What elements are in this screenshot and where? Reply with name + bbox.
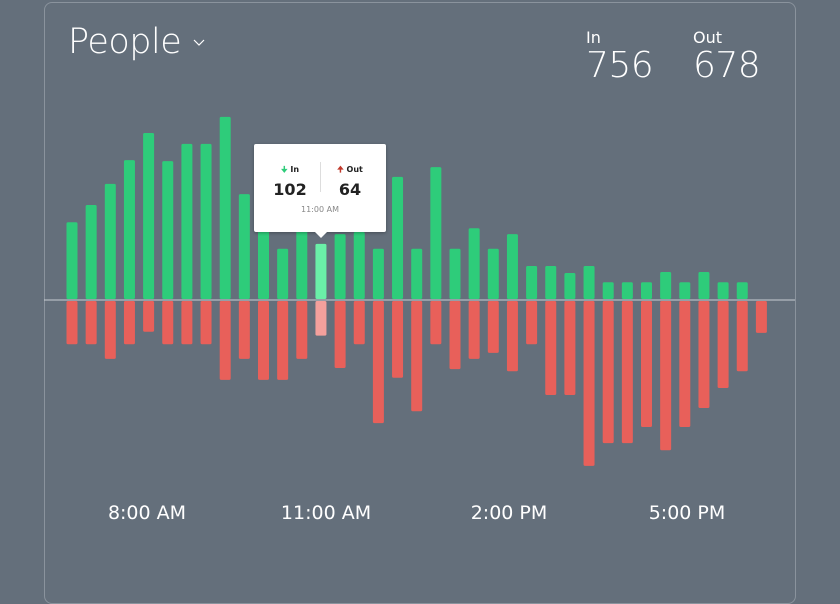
people-bar-chart bbox=[44, 116, 795, 466]
in-bar[interactable] bbox=[277, 248, 289, 299]
in-bar[interactable] bbox=[123, 160, 135, 299]
out-bar[interactable] bbox=[219, 301, 231, 380]
out-bar[interactable] bbox=[85, 301, 97, 345]
out-bar[interactable] bbox=[698, 301, 710, 409]
bar-tooltip: 🠋 In 102 🠉 Out 64 11:00 AM bbox=[254, 144, 386, 238]
out-bar[interactable] bbox=[372, 301, 384, 424]
in-bar[interactable] bbox=[602, 282, 614, 299]
out-bar[interactable] bbox=[449, 301, 461, 370]
in-bar[interactable] bbox=[66, 222, 78, 299]
out-bar[interactable] bbox=[181, 301, 193, 345]
in-bar[interactable] bbox=[679, 282, 691, 299]
out-bar[interactable] bbox=[564, 301, 576, 396]
in-bar[interactable] bbox=[487, 248, 499, 299]
in-bar[interactable] bbox=[200, 143, 212, 299]
out-bar[interactable] bbox=[755, 301, 767, 333]
in-bar[interactable] bbox=[621, 282, 633, 299]
out-bar[interactable] bbox=[679, 301, 691, 427]
in-bar[interactable] bbox=[583, 266, 595, 299]
in-bar[interactable] bbox=[468, 228, 480, 299]
out-bar[interactable] bbox=[277, 301, 289, 380]
in-bar[interactable] bbox=[219, 116, 231, 300]
total-out: Out 678 bbox=[693, 28, 761, 86]
out-bar[interactable] bbox=[143, 301, 155, 332]
out-bar[interactable] bbox=[238, 301, 250, 359]
in-bar[interactable] bbox=[449, 248, 461, 299]
in-bar[interactable] bbox=[162, 161, 174, 299]
tooltip-time: 11:00 AM bbox=[301, 205, 339, 214]
tooltip-in: 🠋 In 102 bbox=[260, 164, 320, 199]
out-bar[interactable] bbox=[641, 301, 652, 427]
out-bar[interactable] bbox=[526, 301, 538, 345]
in-bar[interactable] bbox=[430, 167, 442, 299]
in-bar[interactable] bbox=[85, 204, 97, 299]
out-bar[interactable] bbox=[162, 301, 174, 345]
in-bar[interactable] bbox=[736, 282, 748, 299]
x-tick-label: 2:00 PM bbox=[470, 502, 548, 524]
out-bar[interactable] bbox=[621, 301, 633, 444]
total-in: In 756 bbox=[586, 28, 654, 86]
x-tick-label: 5:00 PM bbox=[648, 502, 726, 524]
out-bar[interactable] bbox=[200, 301, 212, 345]
out-bar[interactable] bbox=[430, 301, 442, 345]
tooltip-out-label: Out bbox=[346, 165, 363, 174]
out-bar[interactable] bbox=[123, 301, 135, 345]
in-bar[interactable] bbox=[104, 183, 116, 299]
out-bar[interactable] bbox=[602, 301, 614, 444]
arrow-down-icon: 🠋 bbox=[280, 165, 288, 174]
out-bar[interactable] bbox=[487, 301, 499, 353]
total-in-value: 756 bbox=[586, 45, 654, 86]
in-bar[interactable] bbox=[660, 271, 672, 299]
total-in-label: In bbox=[586, 28, 601, 47]
in-bar[interactable] bbox=[372, 248, 384, 299]
in-bar[interactable] bbox=[181, 143, 193, 299]
tooltip-in-label: In bbox=[290, 165, 300, 174]
out-bar[interactable] bbox=[315, 301, 327, 336]
x-tick-label: 8:00 AM bbox=[107, 502, 187, 524]
chevron-down-icon bbox=[193, 39, 205, 46]
in-bar[interactable] bbox=[411, 248, 423, 299]
in-bar[interactable] bbox=[506, 234, 518, 299]
out-bar[interactable] bbox=[296, 301, 308, 359]
out-bar[interactable] bbox=[411, 301, 423, 412]
out-bar[interactable] bbox=[392, 301, 404, 378]
in-bar[interactable] bbox=[526, 266, 538, 299]
out-bar[interactable] bbox=[545, 301, 557, 396]
in-bar[interactable] bbox=[353, 231, 365, 299]
out-bar[interactable] bbox=[66, 301, 78, 345]
out-bar[interactable] bbox=[353, 301, 365, 345]
in-bar[interactable] bbox=[238, 194, 250, 299]
arrow-up-icon: 🠉 bbox=[337, 165, 344, 174]
out-bar[interactable] bbox=[334, 301, 346, 369]
out-bar[interactable] bbox=[506, 301, 518, 372]
in-bar[interactable] bbox=[143, 133, 155, 299]
out-bar[interactable] bbox=[258, 301, 269, 380]
x-tick-label: 11:00 AM bbox=[280, 502, 372, 524]
tooltip-divider bbox=[320, 162, 321, 192]
in-bar[interactable] bbox=[258, 228, 269, 299]
out-bar[interactable] bbox=[736, 301, 748, 372]
page-title: People bbox=[68, 22, 182, 62]
out-bar[interactable] bbox=[583, 301, 595, 466]
out-bar[interactable] bbox=[468, 301, 480, 359]
in-bar[interactable] bbox=[296, 230, 308, 299]
in-bar[interactable] bbox=[315, 243, 327, 299]
in-bar[interactable] bbox=[564, 273, 576, 299]
metric-dropdown[interactable]: People bbox=[68, 22, 205, 62]
in-bar[interactable] bbox=[698, 271, 710, 299]
in-bar[interactable] bbox=[392, 176, 404, 299]
tooltip-out: 🠉 Out 64 bbox=[320, 164, 380, 199]
total-out-label: Out bbox=[693, 28, 723, 47]
out-bar[interactable] bbox=[104, 301, 116, 359]
in-bar[interactable] bbox=[641, 282, 652, 299]
tooltip-out-value: 64 bbox=[338, 180, 362, 199]
in-bar[interactable] bbox=[545, 266, 557, 299]
out-bar[interactable] bbox=[717, 301, 729, 389]
in-bar[interactable] bbox=[717, 282, 729, 299]
out-bar[interactable] bbox=[660, 301, 672, 451]
tooltip-in-value: 102 bbox=[273, 180, 307, 199]
in-bar[interactable] bbox=[334, 234, 346, 299]
total-out-value: 678 bbox=[693, 45, 761, 86]
